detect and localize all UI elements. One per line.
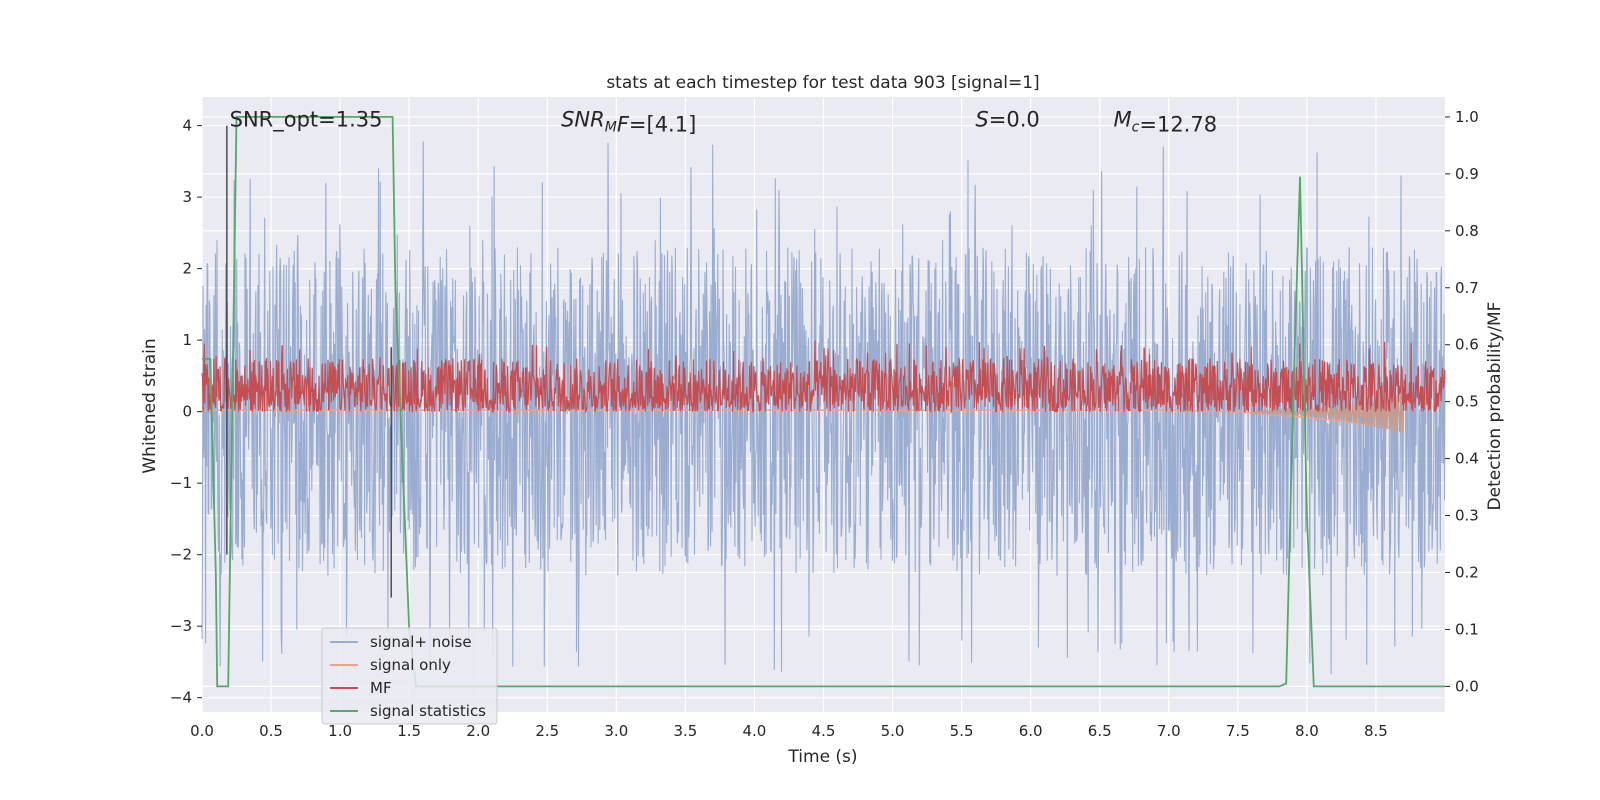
- y-tick-label: 1: [182, 331, 192, 349]
- y2-tick-label: 0.9: [1455, 165, 1479, 183]
- y2-tick-label: 0.7: [1455, 279, 1479, 297]
- x-tick-label: 5.5: [950, 722, 974, 740]
- y2-tick-label: 0.4: [1455, 450, 1479, 468]
- x-tick-label: 4.5: [812, 722, 836, 740]
- annotations: SNR_opt=1.35 SNRMF=[4.1] S=0.0 Mc=12.78: [230, 108, 1217, 137]
- x-tick-label: 3.0: [604, 722, 628, 740]
- y2-tick-label: 0.1: [1455, 620, 1479, 638]
- legend-label: signal+ noise: [370, 633, 472, 651]
- y-tick-label: 0: [182, 403, 192, 421]
- y2-axis-ticks: 0.0 0.1 0.2 0.3 0.4 0.5 0.6 0.7 0.8 0.9 1.0: [1445, 108, 1479, 695]
- x-tick-label: 6.5: [1088, 722, 1112, 740]
- annotation-text: Mc=12.78: [1114, 108, 1218, 137]
- plot-series: [201, 116, 1446, 688]
- x-tick-label: 1.0: [328, 722, 352, 740]
- x-tick-label: 1.5: [397, 722, 421, 740]
- y-tick-label: −4: [170, 689, 192, 707]
- y2-tick-label: 0.3: [1455, 507, 1479, 525]
- x-tick-label: 7.0: [1157, 722, 1181, 740]
- y2-tick-label: 0.5: [1455, 393, 1479, 411]
- y2-tick-label: 0.8: [1455, 222, 1479, 240]
- series-mf: [201, 340, 1446, 414]
- y-tick-label: −1: [170, 474, 192, 492]
- x-tick-label: 8.5: [1364, 722, 1388, 740]
- series-signal-statistics: [202, 116, 1445, 688]
- x-axis-ticks: 0.0 0.5 1.0 1.5 2.0 2.5 3.0 3.5 4.0 4.5 5.0 5.5 6.0 6…: [190, 722, 1388, 740]
- annotation-text: SNR_opt=1.35: [230, 108, 383, 133]
- chart-title: stats at each timestep for test data 903…: [606, 73, 1039, 93]
- y2-axis-label: Detection probability/MF: [1485, 302, 1505, 511]
- legend-label: MF: [370, 679, 392, 697]
- x-tick-label: 3.5: [673, 722, 697, 740]
- x-tick-label: 0.0: [190, 722, 214, 740]
- y-tick-label: −2: [170, 546, 192, 564]
- legend: signal+ noise signal only MF signal statist…: [321, 627, 498, 725]
- y-tick-label: 3: [182, 188, 192, 206]
- y-axis-label: Whitened strain: [140, 338, 160, 473]
- x-tick-label: 2.5: [535, 722, 559, 740]
- y-tick-label: 2: [182, 260, 192, 278]
- x-tick-label: 8.0: [1295, 722, 1319, 740]
- x-tick-label: 4.0: [743, 722, 767, 740]
- x-axis-label: Time (s): [787, 747, 857, 767]
- annotation-text: S=0.0: [975, 108, 1039, 132]
- legend-label: signal only: [370, 656, 451, 674]
- x-tick-label: 7.5: [1226, 722, 1250, 740]
- legend-label: signal statistics: [370, 702, 486, 720]
- legend-box: [321, 627, 498, 725]
- y2-tick-label: 0.2: [1455, 563, 1479, 581]
- y2-tick-label: 0.6: [1455, 336, 1479, 354]
- y-tick-label: 4: [182, 117, 192, 135]
- annotation-text: SNRMF=[4.1]: [561, 108, 696, 137]
- grid-lines: [201, 97, 1445, 712]
- x-tick-label: 6.0: [1019, 722, 1043, 740]
- x-tick-label: 5.0: [881, 722, 905, 740]
- y-tick-label: −3: [170, 617, 192, 635]
- y2-tick-label: 0.0: [1455, 677, 1479, 695]
- y-axis-ticks: −4 −3 −2 −1 0 1 2 3 4: [170, 117, 202, 707]
- x-tick-label: 0.5: [259, 722, 283, 740]
- y2-tick-label: 1.0: [1455, 108, 1479, 126]
- x-tick-label: 2.0: [466, 722, 490, 740]
